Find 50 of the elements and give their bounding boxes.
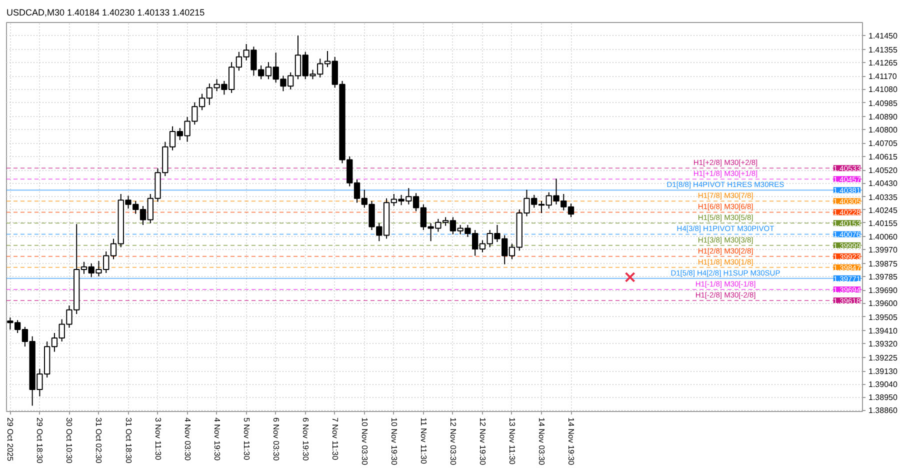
chart-title: USDCAD,M30 1.40184 1.40230 1.40133 1.40215 <box>6 8 205 18</box>
y-tick-label: 1.39970 <box>868 246 898 255</box>
y-tick-label: 1.41080 <box>868 85 898 94</box>
x-tick-label: 31 Oct 02:30 <box>94 418 104 464</box>
y-tick-label: 1.40985 <box>868 98 898 108</box>
x-tick-label: 4 Nov 03:30 <box>182 418 192 462</box>
y-tick-label: 1.41355 <box>868 45 898 54</box>
x-tick-label: 12 Nov 19:30 <box>478 418 487 466</box>
y-tick-label: 1.40800 <box>868 126 898 135</box>
y-tick-label: 1.40155 <box>868 218 898 228</box>
y-tick-label: 1.40705 <box>868 139 898 148</box>
y-tick-label: 1.39130 <box>868 367 898 376</box>
y-tick-label: 1.39785 <box>868 272 898 282</box>
x-tick-label: 7 Nov 11:30 <box>330 418 340 461</box>
y-tick-label: 1.39320 <box>868 340 898 349</box>
x-tick-label: 12 Nov 03:30 <box>448 418 458 466</box>
y-tick-label: 1.40335 <box>868 192 898 202</box>
y-tick-label: 1.39600 <box>868 299 898 308</box>
x-tick-label: 14 Nov 03:30 <box>537 418 546 466</box>
x-tick-label: 6 Nov 03:30 <box>271 418 280 462</box>
x-tick-label: 29 Oct 2025 <box>6 418 15 462</box>
y-tick-label: 1.38860 <box>868 406 898 416</box>
x-tick-label: 10 Nov 03:30 <box>360 418 369 466</box>
y-tick-label: 1.39690 <box>868 286 898 296</box>
x-tick-label: 3 Nov 11:30 <box>153 418 162 461</box>
x-tick-label: 14 Nov 19:30 <box>566 418 576 466</box>
x-tick-label: 10 Nov 19:30 <box>389 418 398 466</box>
y-tick-label: 1.40615 <box>868 152 898 162</box>
y-tick-label: 1.39225 <box>868 353 898 362</box>
y-tick-label: 1.40520 <box>868 166 898 175</box>
x-tick-label: 5 Nov 11:30 <box>242 418 251 461</box>
y-tick-label: 1.41450 <box>868 32 898 41</box>
x-tick-label: 30 Oct 10:30 <box>64 418 74 464</box>
y-tick-label: 1.39505 <box>868 312 898 322</box>
y-tick-label: 1.41170 <box>868 72 898 82</box>
x-tick-label: 4 Nov 19:30 <box>212 418 222 462</box>
x-tick-label: 13 Nov 11:30 <box>507 418 516 466</box>
x-tick-label: 31 Oct 18:30 <box>124 418 133 464</box>
y-tick-label: 1.39875 <box>868 259 898 268</box>
y-tick-label: 1.40890 <box>868 112 898 122</box>
y-tick-label: 1.39040 <box>868 380 898 390</box>
y-tick-label: 1.40245 <box>868 206 898 215</box>
y-tick-label: 1.38950 <box>868 393 898 402</box>
y-tick-label: 1.41265 <box>868 58 898 68</box>
x-tick-label: 11 Nov 11:30 <box>418 418 428 464</box>
x-tick-label: 6 Nov 19:30 <box>300 418 310 462</box>
y-tick-label: 1.40430 <box>868 179 898 188</box>
y-tick-label: 1.39410 <box>868 326 898 336</box>
x-tick-label: 29 Oct 18:30 <box>35 418 44 464</box>
y-tick-label: 1.40060 <box>868 232 898 242</box>
